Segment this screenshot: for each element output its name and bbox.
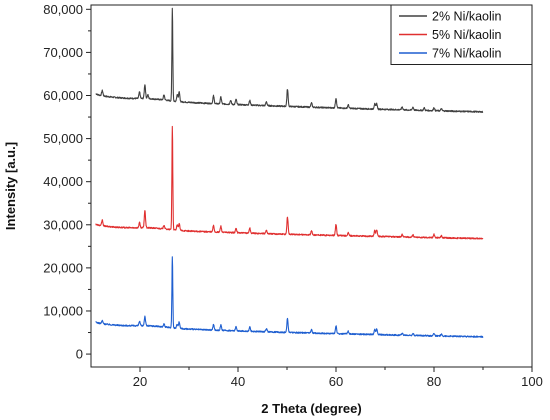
legend-label: 5% Ni/kaolin <box>432 28 502 42</box>
y-tick-label: 0 <box>76 347 83 362</box>
y-tick-label: 60,000 <box>43 88 83 103</box>
x-tick-label: 60 <box>329 374 343 389</box>
plot-frame <box>90 4 533 368</box>
legend-label: 7% Ni/kaolin <box>432 47 502 61</box>
series-line <box>95 125 484 240</box>
legend: 2% Ni/kaolin 5% Ni/kaolin 7% Ni/kaolin <box>390 4 533 65</box>
legend-label: 2% Ni/kaolin <box>432 10 502 24</box>
y-tick-label: 20,000 <box>43 260 83 275</box>
x-tick-label: 20 <box>133 374 147 389</box>
x-tick-label: 40 <box>231 374 245 389</box>
y-axis-title: Intensity [a.u.] <box>3 142 18 230</box>
y-tick-label: 80,000 <box>43 2 83 17</box>
series-layer <box>95 7 484 338</box>
series-line <box>95 256 484 338</box>
y-tick-label: 70,000 <box>43 45 83 60</box>
y-tick-label: 30,000 <box>43 217 83 232</box>
x-tick-label: 80 <box>427 374 441 389</box>
y-tick-label: 10,000 <box>43 303 83 318</box>
axes-layer: 20 40 60 80 100 0 10,000 20,000 30,000 40,000 50,0… <box>43 2 543 389</box>
x-tick-label: 100 <box>521 374 543 389</box>
y-tick-label: 50,000 <box>43 131 83 146</box>
x-axis-title: 2 Theta (degree) <box>261 401 361 416</box>
y-tick-label: 40,000 <box>43 174 83 189</box>
series-line <box>95 7 484 114</box>
